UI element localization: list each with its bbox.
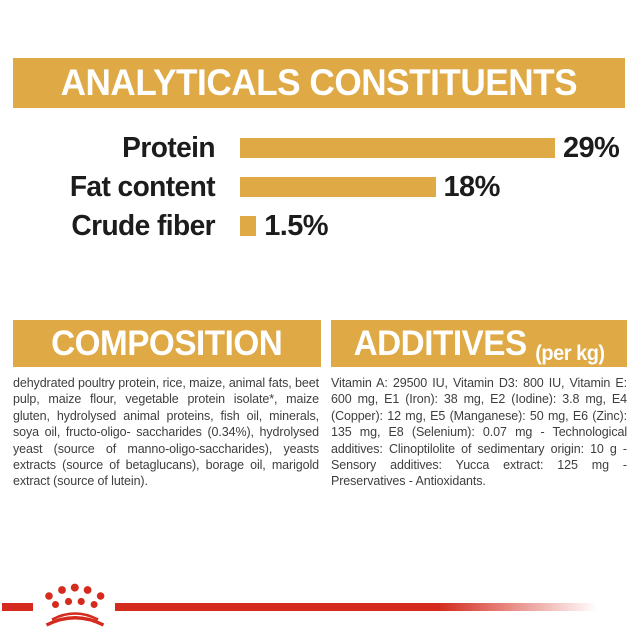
bar-fat-content — [240, 177, 436, 197]
bar-label-crude-fiber: Crude fiber — [71, 209, 215, 242]
additives-title-text: ADDITIVES — [353, 323, 527, 363]
bar-value-fat-content: 18% — [443, 170, 501, 203]
composition-title: COMPOSITION — [51, 323, 283, 363]
footer-red-rule-left — [2, 603, 33, 611]
composition-body-text: dehydrated poultry protein, rice, maize,… — [13, 376, 319, 489]
additives-banner: ADDITIVES (per kg) — [331, 320, 627, 367]
bar-label-fat-content: Fat content — [69, 170, 216, 203]
additives-per-kg-label: (per kg) — [535, 341, 605, 365]
chart-row-crude-fiber: Crude fiber 1.5% — [13, 207, 328, 245]
chart-row-fat-content: Fat content 18% — [13, 168, 501, 206]
bar-label-protein: Protein — [122, 131, 215, 164]
chart-row-protein: Protein 29% — [13, 129, 620, 167]
additives-body-text: Vitamin A: 29500 IU, Vitamin D3: 800 IU,… — [331, 376, 627, 489]
additives-title: ADDITIVES (per kg) — [353, 323, 605, 365]
analyticals-constituents-banner: ANALYTICALS CONSTITUENTS — [13, 58, 625, 108]
footer-red-rule-right — [115, 603, 597, 611]
bar-protein — [240, 138, 555, 158]
bar-value-protein: 29% — [563, 131, 620, 164]
analyticals-constituents-title: ANALYTICALS CONSTITUENTS — [60, 62, 578, 103]
bar-crude-fiber — [240, 216, 257, 236]
royal-canin-crown-icon — [45, 583, 105, 627]
bar-value-crude-fiber: 1.5% — [264, 209, 328, 242]
composition-banner: COMPOSITION — [13, 320, 321, 367]
